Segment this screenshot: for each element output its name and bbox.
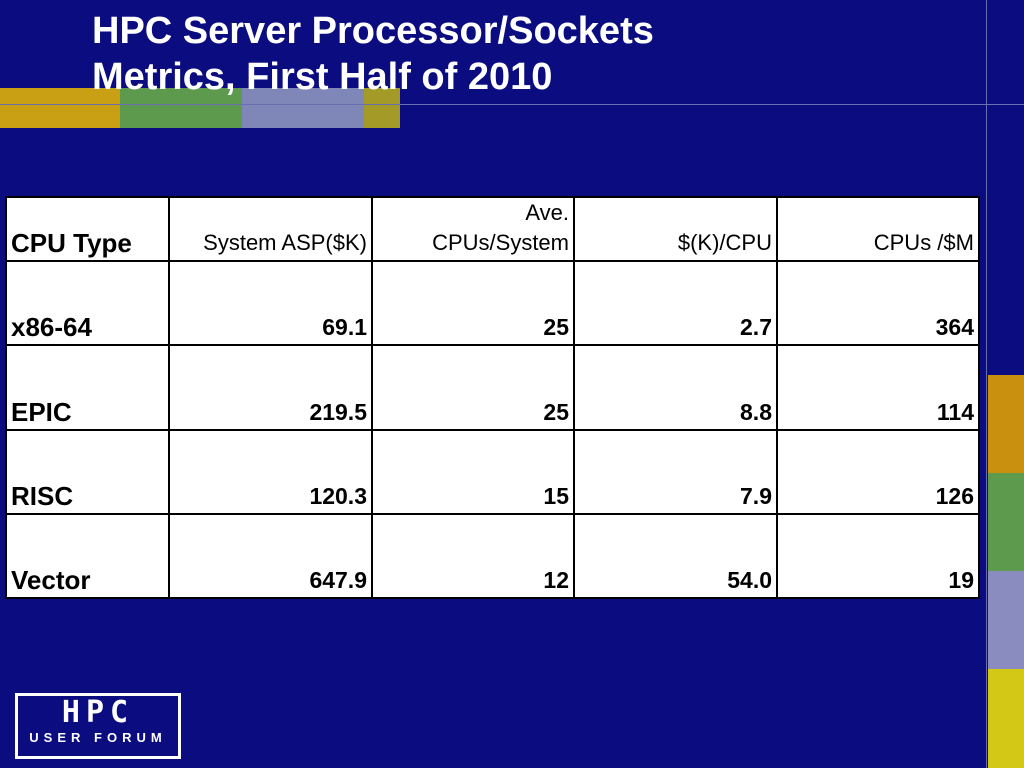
table-row: RISC 120.3 15 7.9 126	[5, 428, 980, 515]
table-cell: 25	[371, 344, 575, 431]
deco-block	[0, 88, 120, 128]
table-row: x86-64 69.1 25 2.7 364	[5, 259, 980, 347]
header-cell: $(K)/CPU	[573, 196, 778, 262]
row-label: EPIC	[5, 344, 170, 431]
table-row: Vector 647.9 12 54.0 19	[5, 512, 980, 600]
header-cell: CPUs /$M	[776, 196, 980, 262]
table-cell: 54.0	[573, 512, 778, 600]
row-label: RISC	[5, 428, 170, 515]
table-cell: 12	[371, 512, 575, 600]
table-cell: 114	[776, 344, 980, 431]
table-cell: 19	[776, 512, 980, 600]
table-row: EPIC 219.5 25 8.8 114	[5, 344, 980, 431]
logo-mark: HPC	[61, 695, 135, 730]
logo-tagline: USER FORUM	[29, 730, 167, 745]
deco-block	[988, 571, 1024, 669]
table-cell: 126	[776, 428, 980, 515]
title-line: Metrics, First Half of 2010	[92, 56, 553, 98]
deco-block	[988, 669, 1024, 768]
deco-block	[120, 88, 242, 128]
table-cell: 364	[776, 259, 980, 347]
deco-block	[364, 88, 400, 128]
row-label: x86-64	[5, 259, 170, 347]
table-cell: 25	[371, 259, 575, 347]
table-body: x86-64 69.1 25 2.7 364 EPIC 219.5 25 8.8 114 RISC 1…	[5, 259, 980, 600]
header-row: CPU Type System ASP($K) Ave. CPUs/System $(…	[5, 196, 980, 262]
header-cell: CPU Type	[5, 196, 170, 262]
table-cell: 647.9	[168, 512, 373, 600]
slide-title: HPC Server Processor/Sockets Metrics, Fi…	[92, 8, 654, 100]
table-cell: 219.5	[168, 344, 373, 431]
deco-side	[988, 375, 1024, 768]
logo: HPC USER FORUM	[15, 693, 181, 759]
table-cell: 2.7	[573, 259, 778, 347]
deco-vline	[986, 0, 987, 768]
metrics-table: CPU Type System ASP($K) Ave. CPUs/System $(…	[5, 196, 980, 600]
deco-block	[988, 473, 1024, 571]
title-line: HPC Server Processor/Sockets	[92, 10, 654, 52]
row-label: Vector	[5, 512, 170, 600]
deco-block	[242, 88, 364, 128]
header-cell: System ASP($K)	[168, 196, 373, 262]
deco-strip	[0, 88, 400, 128]
deco-hline	[0, 104, 1024, 105]
table-cell: 120.3	[168, 428, 373, 515]
table-cell: 8.8	[573, 344, 778, 431]
header-cell: Ave. CPUs/System	[371, 196, 575, 262]
table-cell: 15	[371, 428, 575, 515]
table-cell: 7.9	[573, 428, 778, 515]
table-header: CPU Type System ASP($K) Ave. CPUs/System $(…	[5, 196, 980, 262]
table-cell: 69.1	[168, 259, 373, 347]
deco-block	[988, 375, 1024, 473]
